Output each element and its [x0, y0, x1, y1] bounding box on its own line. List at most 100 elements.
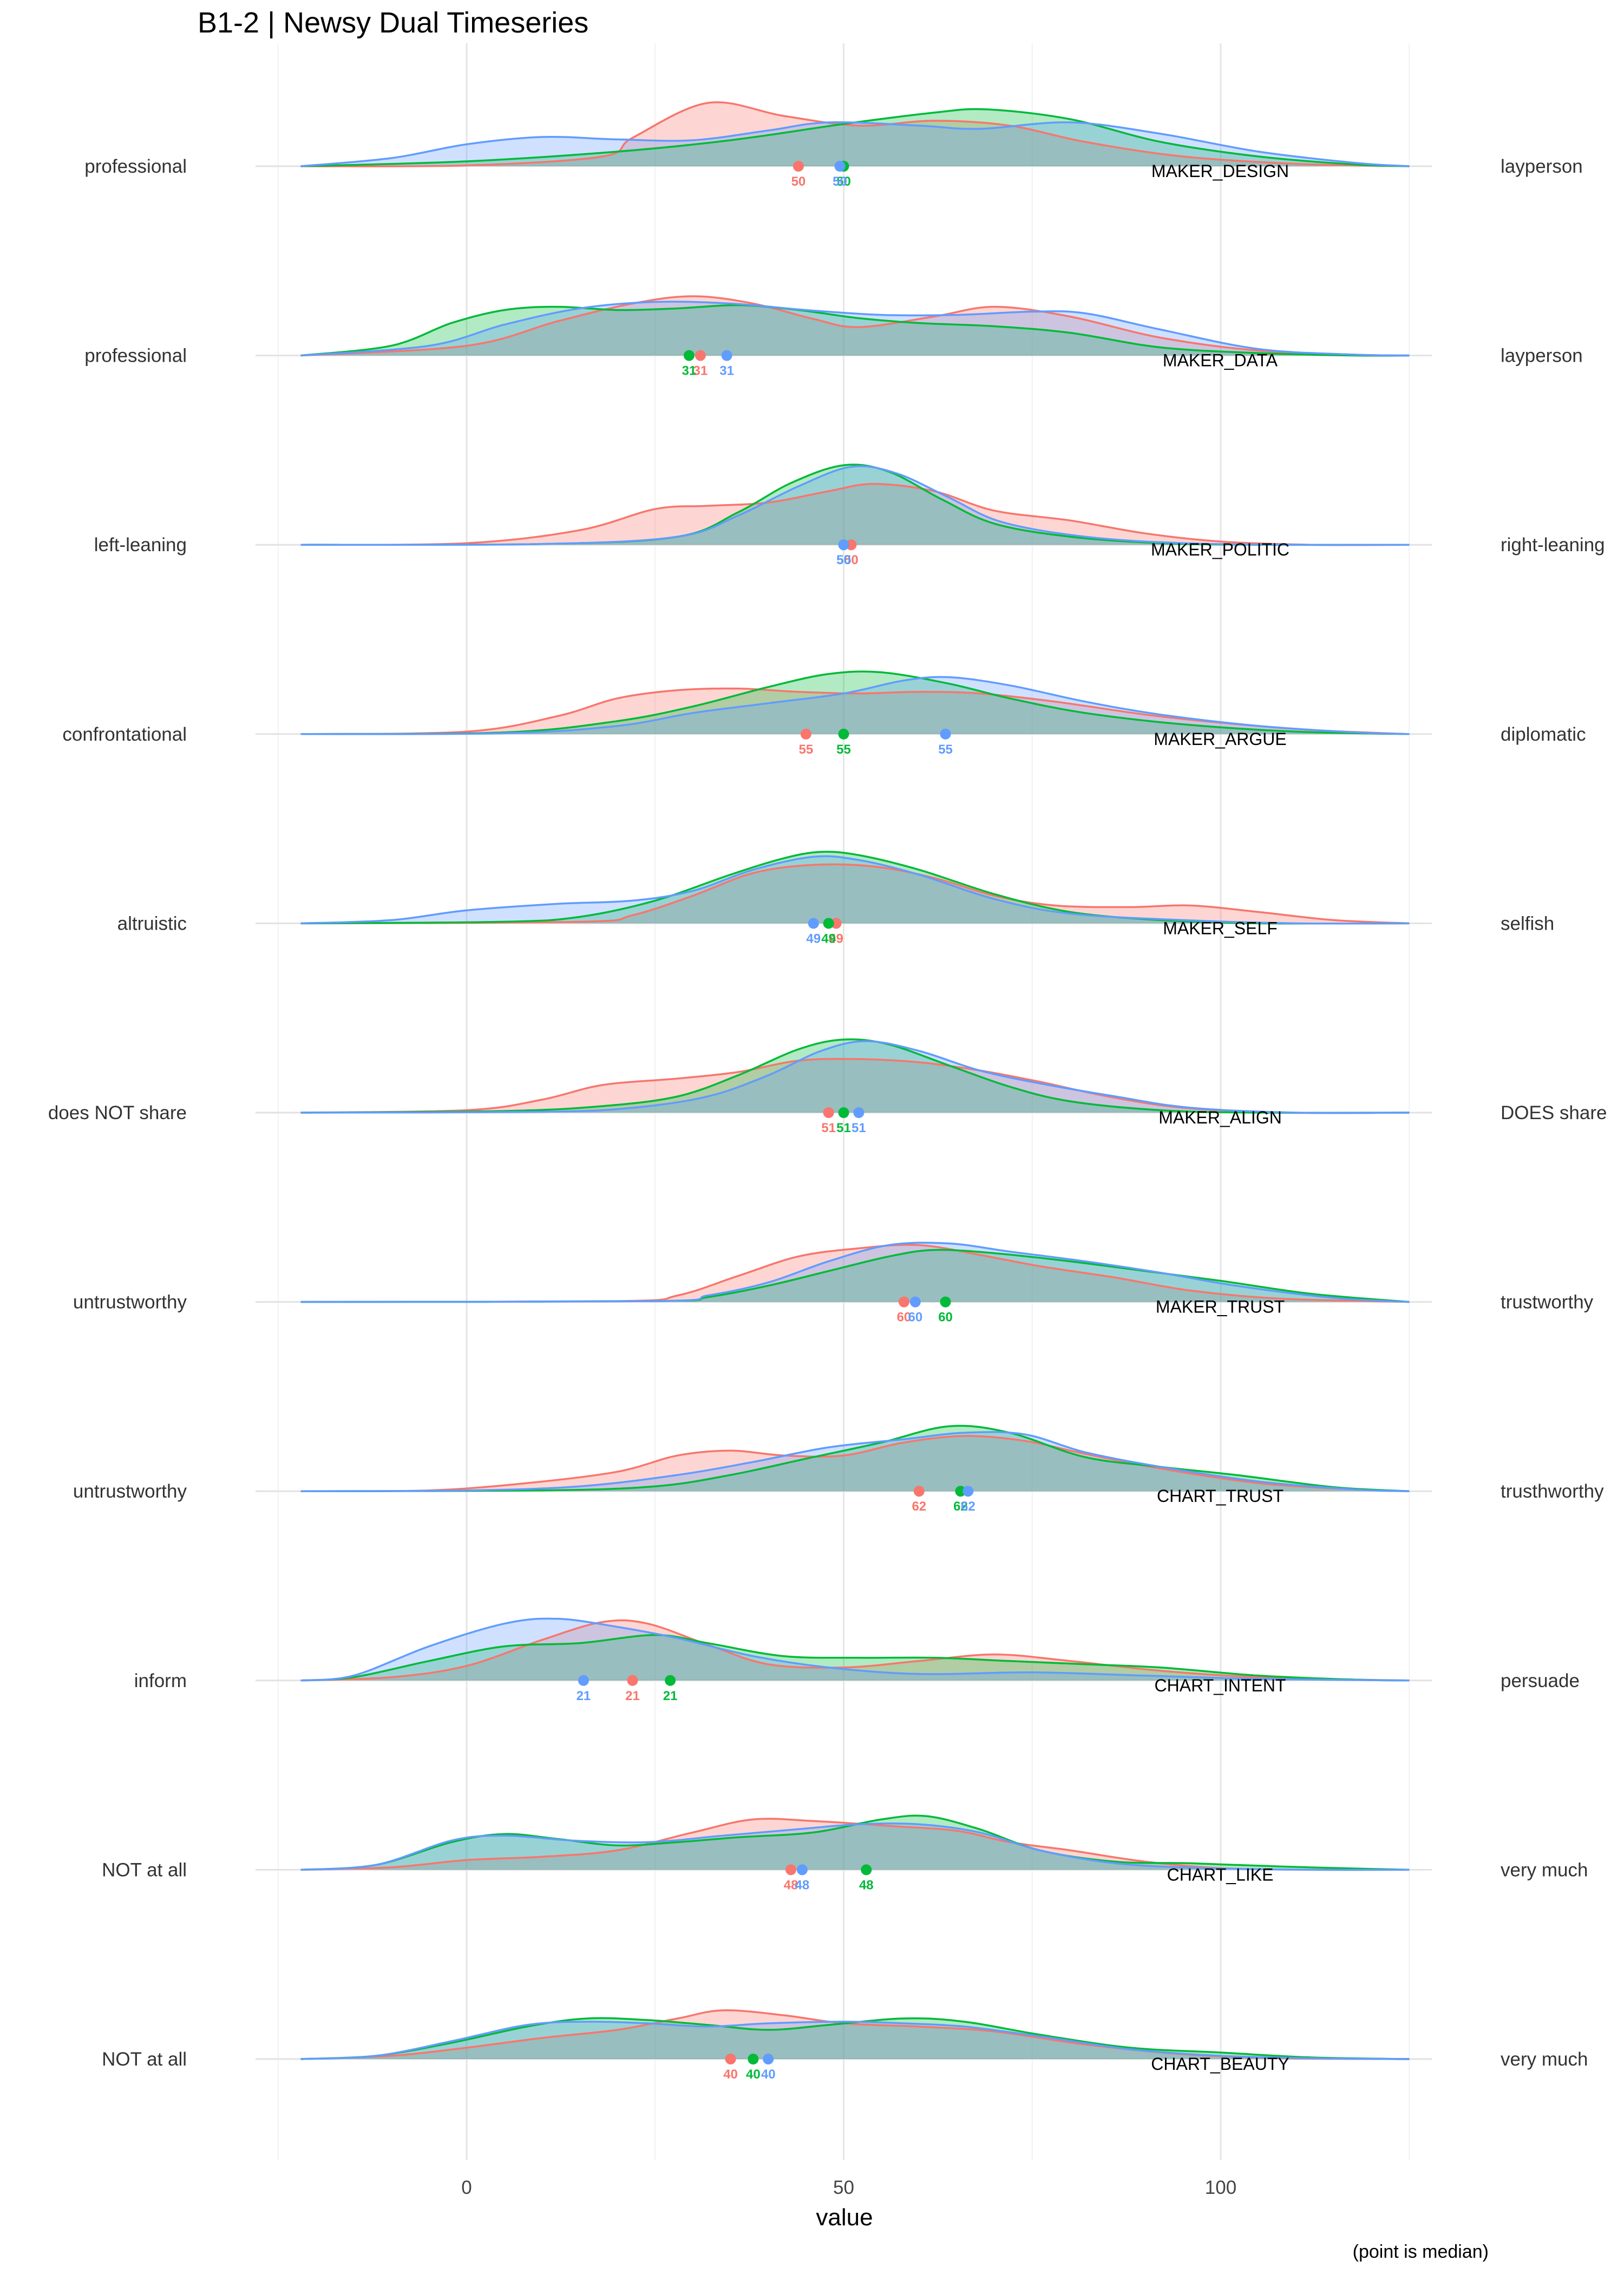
median-point-blue — [909, 1296, 921, 1308]
row-right-label: very much — [1501, 1859, 1588, 1880]
density-area-blue — [300, 856, 1410, 924]
median-label-blue: 50 — [836, 553, 851, 567]
caption: (point is median) — [1353, 2242, 1489, 2262]
row-left-label: confrontational — [62, 724, 187, 745]
median-label-red: 21 — [625, 1689, 640, 1703]
row-variable-name: CHART_TRUST — [1157, 1486, 1284, 1506]
density-line-blue — [300, 1431, 1410, 1492]
density-line-blue — [300, 300, 1410, 357]
median-label-blue: 50 — [833, 174, 847, 189]
density-area-red — [300, 1436, 1410, 1492]
density-area-blue — [300, 466, 1410, 545]
ridge-row-maker-argue: 55 55 55 confrontational diplomatic MAKER_ARG… — [62, 670, 1586, 757]
density-line-blue — [300, 1822, 1410, 1871]
median-label-green: 50 — [836, 553, 851, 567]
row-right-label: DOES share — [1501, 1102, 1607, 1123]
row-left-label: inform — [134, 1670, 187, 1691]
median-label-blue: 40 — [761, 2067, 776, 2082]
median-point-blue — [940, 728, 951, 740]
density-line-red — [300, 101, 1410, 168]
row-variable-name: MAKER_POLITIC — [1151, 540, 1289, 559]
density-line-blue — [300, 121, 1410, 167]
x-axis: 0 50 100 — [461, 2177, 1236, 2198]
density-line-blue — [300, 855, 1410, 925]
median-point-blue — [763, 2054, 774, 2064]
median-label-blue: 49 — [806, 931, 821, 946]
median-point-red — [725, 2054, 736, 2064]
median-label-blue: 60 — [908, 1310, 922, 1325]
median-label-blue: 62 — [961, 1499, 975, 1514]
density-line-red — [300, 295, 1410, 357]
median-point-green — [683, 350, 695, 361]
density-area-red — [300, 483, 1410, 545]
median-point-blue — [578, 1675, 589, 1686]
density-area-red — [300, 688, 1410, 734]
density-line-blue — [300, 465, 1410, 546]
median-label-green: 21 — [663, 1689, 678, 1703]
median-point-green — [823, 918, 834, 929]
x-tick-label: 100 — [1205, 2177, 1236, 2198]
median-point-red — [830, 918, 842, 929]
density-line-green — [300, 1038, 1410, 1114]
median-label-blue: 48 — [795, 1878, 810, 1892]
ridge-row-chart-intent: 21 21 21 inform persuade CHART_INTENT — [134, 1617, 1580, 1703]
density-area-green — [300, 305, 1410, 356]
density-area-blue — [300, 1823, 1410, 1870]
median-label-blue: 55 — [938, 742, 953, 757]
median-label-red: 31 — [693, 364, 708, 378]
row-left-label: left-leaning — [94, 534, 187, 556]
row-variable-name: MAKER_TRUST — [1156, 1297, 1285, 1317]
density-line-blue — [300, 1617, 1410, 1682]
median-point-green — [955, 1486, 966, 1497]
median-label-red: 40 — [723, 2067, 738, 2082]
median-point-blue — [853, 1107, 865, 1118]
row-right-label: trustworthy — [1501, 1292, 1594, 1313]
density-area-green — [300, 671, 1410, 734]
x-tick-label: 0 — [461, 2177, 472, 2198]
row-left-label: does NOT share — [48, 1102, 187, 1123]
median-point-green — [665, 1675, 676, 1686]
row-right-label: diplomatic — [1501, 724, 1586, 745]
density-line-green — [300, 851, 1410, 925]
row-left-label: untrustworthy — [73, 1292, 187, 1313]
median-point-blue — [808, 918, 819, 929]
density-area-red — [300, 864, 1410, 924]
median-point-blue — [834, 161, 846, 172]
row-left-label: professional — [84, 156, 187, 177]
median-point-blue — [962, 1486, 974, 1497]
median-point-blue — [838, 539, 849, 551]
median-label-blue: 31 — [719, 364, 734, 378]
density-area-green — [300, 109, 1410, 166]
density-line-blue — [300, 1241, 1410, 1303]
row-right-label: selfish — [1501, 913, 1554, 934]
row-variable-name: MAKER_DATA — [1163, 351, 1278, 370]
row-left-label: NOT at all — [102, 2049, 187, 2070]
density-area-blue — [300, 1618, 1410, 1681]
median-point-green — [838, 1107, 849, 1118]
density-area-red — [300, 2010, 1410, 2059]
row-variable-name: MAKER_ALIGN — [1158, 1108, 1282, 1127]
density-area-red — [300, 1819, 1410, 1870]
median-point-red — [913, 1486, 925, 1497]
median-label-green: 49 — [821, 931, 836, 946]
density-line-red — [300, 482, 1410, 546]
density-line-green — [300, 2017, 1410, 2060]
density-area-blue — [300, 1041, 1410, 1113]
chart-title: B1-2 | Newsy Dual Timeseries — [198, 6, 588, 39]
row-right-label: trusthworthy — [1501, 1481, 1604, 1502]
density-line-green — [300, 1424, 1410, 1492]
median-label-red: 49 — [829, 931, 843, 946]
median-point-green — [940, 1296, 951, 1308]
median-label-green: 55 — [836, 742, 851, 757]
row-right-label: right-leaning — [1501, 534, 1605, 556]
median-label-red: 48 — [784, 1878, 798, 1892]
density-line-green — [300, 108, 1410, 167]
median-point-red — [898, 1296, 909, 1308]
x-tick-label: 50 — [833, 2177, 854, 2198]
row-left-label: NOT at all — [102, 1859, 187, 1880]
